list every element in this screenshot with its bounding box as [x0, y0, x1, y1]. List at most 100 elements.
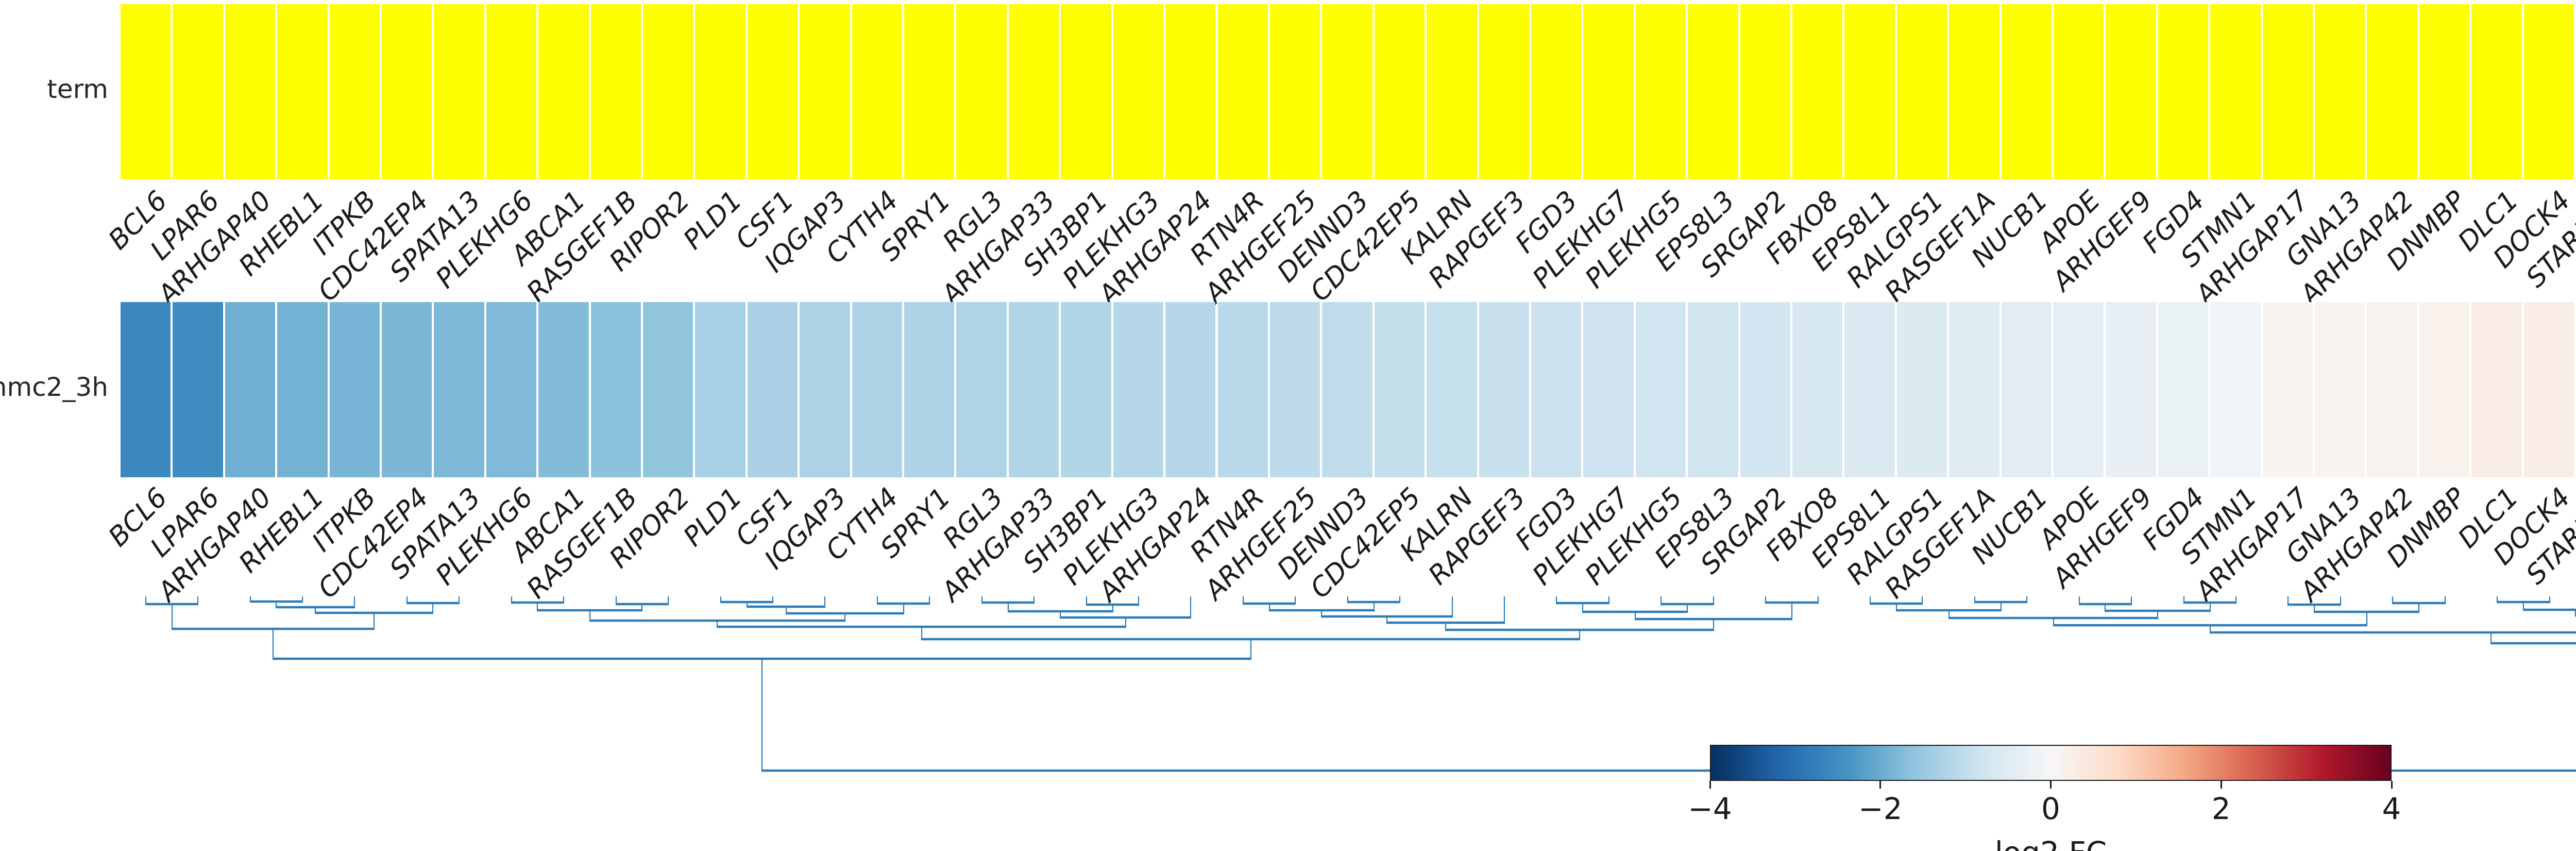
heatmap-cell — [1165, 302, 1216, 477]
colorbar-tickmark — [1709, 781, 1711, 789]
term-annotation-cell — [1113, 4, 1164, 179]
term-annotation-cell — [2054, 4, 2104, 179]
heatmap-cell — [1896, 302, 1947, 477]
colorbar-tickmark — [2050, 781, 2052, 789]
colorbar-tick-label: −2 — [1858, 791, 1903, 826]
term-annotation-cell — [2367, 4, 2417, 179]
term-annotation-cell — [2106, 4, 2156, 179]
heatmap-cell — [173, 302, 223, 477]
term-annotation-cell — [486, 4, 537, 179]
heatmap-cell — [2471, 302, 2522, 477]
heatmap-cell — [2210, 302, 2261, 477]
heatmap-cell — [2367, 302, 2417, 477]
heatmap-cell — [2419, 302, 2470, 477]
heatmap-cell — [1008, 302, 1059, 477]
term-annotation-cell — [1740, 4, 1790, 179]
heatmap-cell — [2158, 302, 2209, 477]
term-annotation-cell — [2262, 4, 2313, 179]
colorbar-tick-label: −4 — [1688, 791, 1732, 826]
term-annotation-cell — [1896, 4, 1947, 179]
heatmap-cell — [486, 302, 537, 477]
term-annotation-cell — [225, 4, 276, 179]
heatmap-cell — [1427, 302, 1477, 477]
term-annotation-cell — [1792, 4, 1843, 179]
term-row-label: term — [47, 74, 108, 104]
heatmap-cell — [1844, 302, 1895, 477]
heatmap-cell — [1740, 302, 1790, 477]
term-annotation-cell — [695, 4, 745, 179]
term-annotation-cell — [329, 4, 380, 179]
colorbar: −4 −2 0 2 4 log2 FC — [1688, 745, 2401, 851]
heatmap-cell — [956, 302, 1007, 477]
heatmap-cell — [852, 302, 903, 477]
term-annotation-cell — [1427, 4, 1477, 179]
heatmap-cell — [1531, 302, 1582, 477]
term-annotation-cell — [2419, 4, 2470, 179]
term-annotation-cell — [1583, 4, 1634, 179]
term-annotation-cell — [1269, 4, 1320, 179]
heatmap-cell — [538, 302, 589, 477]
heatmap-cell — [904, 302, 955, 477]
heatmap-cell — [225, 302, 276, 477]
term-annotation-cell — [747, 4, 798, 179]
heatmap-cell — [2523, 302, 2574, 477]
heatmap-cell — [121, 302, 171, 477]
heatmap-cell — [1217, 302, 1268, 477]
term-annotation-cell — [1844, 4, 1895, 179]
heatmap-cell — [1113, 302, 1164, 477]
term-annotation-cell — [643, 4, 693, 179]
colorbar-label: log2 FC — [1995, 835, 2107, 851]
term-annotation-cell — [2315, 4, 2365, 179]
heatmap-cell — [1061, 302, 1111, 477]
colorbar-tickmark — [2220, 781, 2222, 789]
heatmap-cell — [695, 302, 745, 477]
heatmap-cell — [747, 302, 798, 477]
heatmap-cell — [2001, 302, 2052, 477]
term-annotation-cell — [2001, 4, 2052, 179]
heatmap-cell — [1374, 302, 1425, 477]
term-annotation-cell — [1374, 4, 1425, 179]
term-annotation-cell — [2158, 4, 2209, 179]
colorbar-tick-label: 4 — [2382, 791, 2401, 826]
term-annotation-cell — [1531, 4, 1582, 179]
heatmap-cell — [1792, 302, 1843, 477]
term-annotation-cell — [852, 4, 903, 179]
heatmap-cell — [1479, 302, 1529, 477]
heatmap-cell — [2315, 302, 2365, 477]
term-annotation-cell — [1688, 4, 1738, 179]
heatmap-cell — [2054, 302, 2104, 477]
term-annotation-cell — [277, 4, 328, 179]
term-annotation-cell — [1949, 4, 1999, 179]
term-annotation-cell — [904, 4, 955, 179]
term-annotation-cell — [121, 4, 171, 179]
term-annotation-cell — [1008, 4, 1059, 179]
term-annotation-cell — [2471, 4, 2522, 179]
term-annotation-cell — [1635, 4, 1686, 179]
term-annotation-cell — [1061, 4, 1111, 179]
term-annotation-cell — [1165, 4, 1216, 179]
colorbar-tickmark — [1879, 781, 1882, 789]
term-annotation-cell — [173, 4, 223, 179]
heatmap-cell — [1583, 302, 1634, 477]
colorbar-tick-label: 0 — [2041, 791, 2060, 826]
heatmap-cell — [1269, 302, 1320, 477]
term-annotation-cell — [538, 4, 589, 179]
heatmap-cell — [329, 302, 380, 477]
term-annotation-cell — [382, 4, 432, 179]
term-annotation-cell — [1322, 4, 1372, 179]
term-annotation-cell — [1479, 4, 1529, 179]
heatmap-cell — [1949, 302, 1999, 477]
heatmap-cell — [2262, 302, 2313, 477]
colorbar-gradient — [1710, 745, 2392, 781]
term-annotation-cell — [2210, 4, 2261, 179]
term-annotation-cell — [956, 4, 1007, 179]
heatmap-cell — [277, 302, 328, 477]
heatmap-cell — [800, 302, 850, 477]
term-annotation-cell — [1217, 4, 1268, 179]
heatmap-cell — [1322, 302, 1372, 477]
term-annotation-cell — [434, 4, 484, 179]
heatmap-cell — [434, 302, 484, 477]
